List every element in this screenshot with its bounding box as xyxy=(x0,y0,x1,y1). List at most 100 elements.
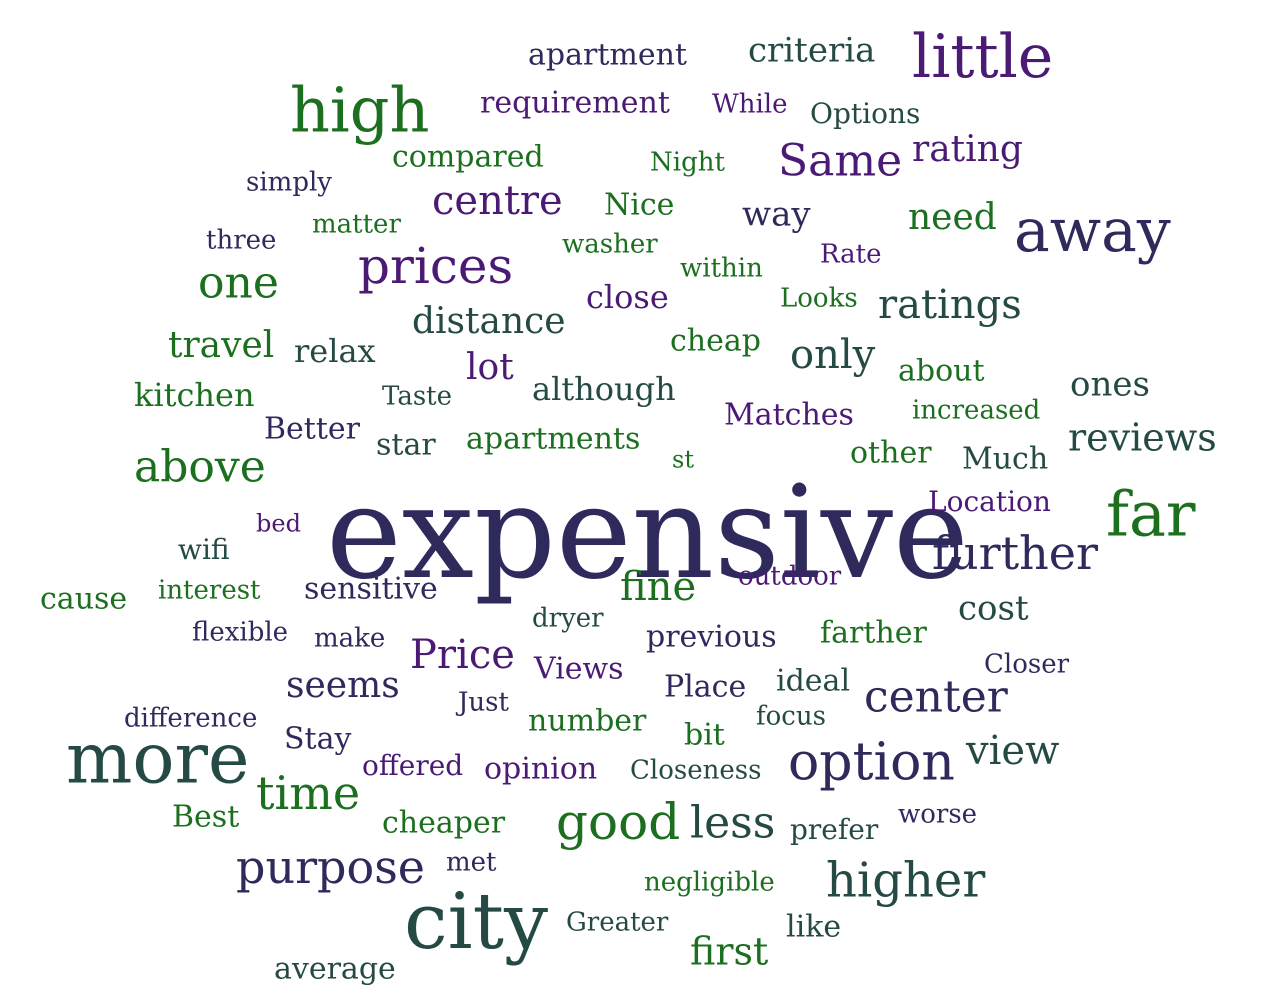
word-location: Location xyxy=(928,485,1051,519)
word-cause: cause xyxy=(40,581,128,617)
word-rating: rating xyxy=(912,128,1023,170)
word-sensitive: sensitive xyxy=(304,571,438,607)
word-ideal: ideal xyxy=(776,663,851,699)
word-closeness: Closeness xyxy=(630,755,762,786)
word-close: close xyxy=(586,278,669,317)
word-compared: compared xyxy=(392,139,544,175)
word-star: star xyxy=(376,427,436,463)
word-place: Place xyxy=(664,669,747,705)
word-relax: relax xyxy=(294,332,376,371)
word-dryer: dryer xyxy=(532,603,604,634)
word-wifi: wifi xyxy=(178,533,230,567)
word-looks: Looks xyxy=(780,283,858,314)
word-about: about xyxy=(898,353,985,389)
word-view: view xyxy=(966,727,1060,774)
word-higher: higher xyxy=(826,852,986,909)
word-offered: offered xyxy=(362,749,464,783)
word-although: although xyxy=(532,370,676,409)
word-negligible: negligible xyxy=(644,867,775,898)
word-fine: fine xyxy=(620,563,697,610)
word-interest: interest xyxy=(158,575,261,606)
word-nice: Nice xyxy=(604,187,675,223)
word-closer: Closer xyxy=(984,649,1070,680)
word-increased: increased xyxy=(912,395,1041,426)
word-washer: washer xyxy=(562,229,658,260)
word-cost: cost xyxy=(958,588,1029,629)
word-number: number xyxy=(528,703,647,739)
word-three: three xyxy=(206,225,277,256)
word-little: little xyxy=(912,22,1054,93)
word-centre: centre xyxy=(432,177,563,224)
word-prefer: prefer xyxy=(790,813,879,847)
word-like: like xyxy=(786,909,842,945)
word-only: only xyxy=(790,331,876,378)
word-ones: ones xyxy=(1070,364,1150,405)
word-worse: worse xyxy=(898,799,978,830)
word-need: need xyxy=(908,196,997,238)
word-reviews: reviews xyxy=(1068,415,1217,460)
word-away: away xyxy=(1014,196,1171,267)
word-make: make xyxy=(314,623,386,654)
word-within: within xyxy=(680,253,763,284)
word-expensive: expensive xyxy=(326,459,969,609)
word-better: Better xyxy=(264,411,361,447)
word-far: far xyxy=(1106,477,1196,551)
word-apartment: apartment xyxy=(528,37,687,73)
word-met: met xyxy=(446,847,497,878)
word-views: Views xyxy=(534,651,624,687)
word-other: other xyxy=(850,435,932,471)
word-difference: difference xyxy=(124,703,258,734)
word-much: Much xyxy=(962,441,1049,477)
word-options: Options xyxy=(810,97,921,131)
word-requirement: requirement xyxy=(480,85,670,121)
word-center: center xyxy=(864,671,1008,723)
word-bit: bit xyxy=(684,717,725,753)
word-above: above xyxy=(134,441,266,493)
word-city: city xyxy=(404,877,549,968)
word-first: first xyxy=(690,929,769,974)
word-kitchen: kitchen xyxy=(134,376,255,415)
word-ratings: ratings xyxy=(878,281,1022,328)
word-purpose: purpose xyxy=(236,840,426,895)
word-while: While xyxy=(712,89,788,120)
word-average: average xyxy=(274,951,396,987)
word-way: way xyxy=(742,194,811,235)
word-matter: matter xyxy=(312,209,401,240)
word-price: Price xyxy=(410,631,515,678)
word-st: st xyxy=(672,445,694,474)
word-cheaper: cheaper xyxy=(382,805,506,841)
word-best: Best xyxy=(172,799,240,835)
word-more: more xyxy=(66,717,250,800)
word-flexible: flexible xyxy=(192,617,289,648)
word-rate: Rate xyxy=(820,239,882,270)
word-apartments: apartments xyxy=(466,421,641,457)
word-opinion: opinion xyxy=(484,751,598,787)
word-good: good xyxy=(556,793,681,851)
word-distance: distance xyxy=(412,300,566,342)
word-farther: farther xyxy=(820,615,927,651)
word-same: Same xyxy=(778,135,903,187)
word-further: further xyxy=(932,526,1098,581)
word-bed: bed xyxy=(256,509,301,538)
word-criteria: criteria xyxy=(748,30,876,71)
word-outdoor: outdoor xyxy=(738,561,842,592)
word-matches: Matches xyxy=(724,397,854,433)
word-high: high xyxy=(290,73,430,147)
word-taste: Taste xyxy=(382,381,453,412)
word-greater: Greater xyxy=(566,907,669,938)
word-travel: travel xyxy=(168,324,275,366)
word-night: Night xyxy=(650,147,725,178)
word-prices: prices xyxy=(358,237,514,295)
word-simply: simply xyxy=(246,167,332,198)
word-previous: previous xyxy=(646,619,777,655)
word-seems: seems xyxy=(286,664,400,706)
word-time: time xyxy=(256,766,361,821)
word-cheap: cheap xyxy=(670,323,761,359)
word-option: option xyxy=(788,732,955,793)
word-focus: focus xyxy=(756,701,826,732)
word-stay: Stay xyxy=(284,721,352,757)
word-one: one xyxy=(198,257,279,309)
word-less: less xyxy=(690,797,776,849)
word-lot: lot xyxy=(466,346,514,388)
